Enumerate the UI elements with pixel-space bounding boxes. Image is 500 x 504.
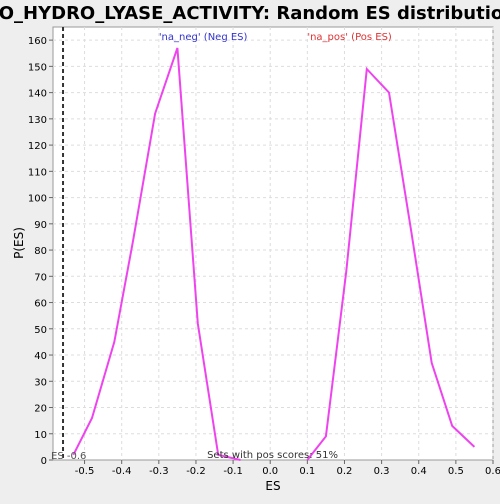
y-tick-label: 40 — [34, 351, 47, 362]
series-line — [72, 47, 241, 461]
x-axis-label: ES — [265, 479, 280, 493]
legend-label: 'na_pos' (Pos ES) — [307, 32, 392, 43]
x-tick-label: 0.2 — [337, 466, 353, 477]
x-tick-label: -0.3 — [149, 466, 169, 477]
y-tick-label: 70 — [34, 272, 47, 283]
series-line — [306, 66, 476, 461]
plot-area — [52, 26, 494, 461]
y-tick-label: 60 — [34, 299, 47, 310]
x-tick-label: 0.6 — [485, 466, 500, 477]
x-tick-label: -0.4 — [112, 466, 132, 477]
x-tick-label: 0.4 — [411, 466, 427, 477]
pos-scores-annotation: Sets with pos scores: 51% — [207, 450, 338, 461]
y-tick-label: 10 — [34, 430, 47, 441]
series-group — [62, 27, 476, 461]
y-tick-label: 80 — [34, 246, 47, 257]
x-tick-label: -0.1 — [223, 466, 243, 477]
y-tick-label: 140 — [28, 89, 47, 100]
y-tick-label: 90 — [34, 220, 47, 231]
x-tick-label: 0.3 — [374, 466, 390, 477]
y-tick-label: 120 — [28, 141, 47, 152]
y-tick-label: 20 — [34, 404, 47, 415]
y-tick-label: 100 — [28, 194, 47, 205]
y-tick-label: 130 — [28, 115, 47, 126]
x-tick-label: 0.1 — [299, 466, 315, 477]
y-axis: 0 10 20 30 40 50 60 70 80 90 100 110 120 130 140 150 160 — [28, 36, 53, 467]
chart-labels: 'na_neg' (Neg ES) 'na_pos' (Pos ES) ES -0.… — [51, 32, 392, 462]
y-tick-label: 150 — [28, 62, 47, 73]
grid — [53, 27, 494, 460]
x-tick-label: 0.5 — [448, 466, 464, 477]
y-tick-label: 160 — [28, 36, 47, 47]
marker-label: ES -0.6 — [51, 451, 86, 462]
x-tick-label: -0.2 — [186, 466, 206, 477]
x-tick-label: -0.5 — [75, 466, 95, 477]
y-tick-label: 0 — [41, 456, 47, 467]
legend-label: 'na_neg' (Neg ES) — [159, 32, 248, 43]
y-tick-label: 110 — [28, 167, 47, 178]
chart-title: GO_HYDRO_LYASE_ACTIVITY: Random ES distr… — [0, 3, 500, 24]
y-tick-label: 30 — [34, 377, 47, 388]
y-axis-label: P(ES) — [12, 227, 26, 259]
y-tick-label: 50 — [34, 325, 47, 336]
x-axis: -0.5 -0.4 -0.3 -0.2 -0.1 0.0 0.1 0.2 0.3 0.4 0.5 0.… — [75, 460, 500, 477]
x-tick-label: 0.0 — [262, 466, 278, 477]
